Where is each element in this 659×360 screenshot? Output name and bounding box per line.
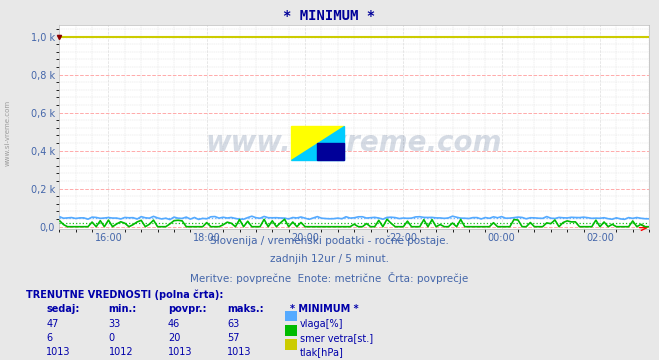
Text: 6: 6 [46,333,52,343]
Text: min.:: min.: [109,304,137,314]
Text: maks.:: maks.: [227,304,264,314]
Text: 20: 20 [168,333,181,343]
Text: 0: 0 [109,333,115,343]
Text: 57: 57 [227,333,240,343]
Text: TRENUTNE VREDNOSTI (polna črta):: TRENUTNE VREDNOSTI (polna črta): [26,290,224,300]
Text: 46: 46 [168,319,181,329]
Text: 33: 33 [109,319,121,329]
Text: 63: 63 [227,319,240,329]
Text: tlak[hPa]: tlak[hPa] [300,347,344,357]
Text: * MINIMUM *: * MINIMUM * [290,304,358,314]
Text: 1013: 1013 [46,347,71,357]
Text: sedaj:: sedaj: [46,304,80,314]
Text: smer vetra[st.]: smer vetra[st.] [300,333,373,343]
Text: povpr.:: povpr.: [168,304,206,314]
Text: zadnjih 12ur / 5 minut.: zadnjih 12ur / 5 minut. [270,254,389,264]
Text: Slovenija / vremenski podatki - ročne postaje.: Slovenija / vremenski podatki - ročne po… [210,236,449,246]
Text: Meritve: povprečne  Enote: metrične  Črta: povprečje: Meritve: povprečne Enote: metrične Črta:… [190,272,469,284]
Text: 1012: 1012 [109,347,133,357]
Text: 47: 47 [46,319,59,329]
Text: vlaga[%]: vlaga[%] [300,319,343,329]
Text: 1013: 1013 [168,347,192,357]
Polygon shape [291,126,344,160]
Text: www.si-vreme.com: www.si-vreme.com [206,129,502,157]
Text: 1013: 1013 [227,347,252,357]
Polygon shape [318,143,344,160]
Text: * MINIMUM *: * MINIMUM * [283,9,376,23]
Polygon shape [291,126,344,160]
Text: www.si-vreme.com: www.si-vreme.com [5,100,11,166]
